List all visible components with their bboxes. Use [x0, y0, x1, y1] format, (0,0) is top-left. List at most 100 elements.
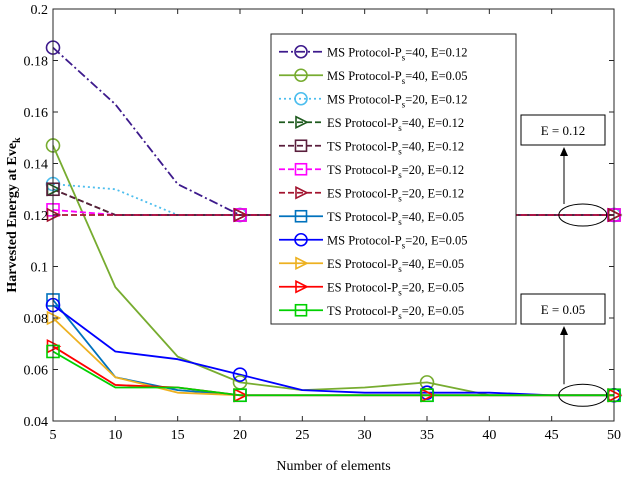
legend-entry-10-marker	[295, 256, 309, 271]
legend-entry-4-marker	[295, 115, 309, 130]
legend-entry-2-name: MS Protocol-P	[327, 69, 402, 83]
annotation-2-arrow-head	[560, 326, 568, 335]
x-tick-label-45: 45	[545, 428, 559, 443]
x-tick-label-25: 25	[295, 428, 309, 443]
legend-entry-2-marker	[294, 68, 308, 83]
series-12-marker-x20	[233, 388, 247, 403]
y-tick-label-5: 0.14	[24, 158, 49, 173]
y-tick-label-0: 0.04	[24, 415, 49, 430]
legend-entry-7-marker	[295, 185, 309, 200]
legend-entry-7-label: ES Protocol-Ps=20, E=0.12	[327, 186, 464, 203]
legend-entry-12-marker	[294, 303, 308, 317]
legend-entry-11-name: ES Protocol-P	[327, 280, 398, 294]
legend-box	[270, 33, 517, 325]
legend-entry-11-marker	[295, 279, 309, 294]
legend-entry-9-subscript: s	[402, 240, 406, 250]
x-axis-title: Number of elements	[276, 459, 390, 474]
y-tick-label-4: 0.12	[24, 209, 49, 224]
legend-entry-3-name: MS Protocol-P	[327, 92, 402, 106]
legend-entry-8-name: TS Protocol-P	[327, 210, 398, 224]
legend-entry-12-name: TS Protocol-P	[327, 304, 398, 318]
legend-entry-7-suffix: =20, E=0.12	[402, 186, 464, 200]
legend-entry-1-name: MS Protocol-P	[327, 45, 402, 59]
legend-entry-11-label: ES Protocol-Ps=20, E=0.05	[327, 280, 464, 297]
legend-entry-4-name: ES Protocol-P	[327, 116, 398, 130]
legend-entry-5-label: TS Protocol-Ps=40, E=0.12	[327, 139, 464, 156]
legend-entry-3-subscript: s	[402, 99, 406, 109]
legend-entry-3-marker	[294, 91, 308, 106]
x-tick-label-40: 40	[482, 428, 496, 443]
annotation-2-label: E = 0.05	[541, 302, 586, 317]
legend-entry-1-subscript: s	[402, 52, 406, 62]
legend-entry-2-suffix: =40, E=0.05	[405, 69, 467, 83]
legend-entry-10-name: ES Protocol-P	[327, 257, 398, 271]
series-line-12	[52, 350, 614, 397]
legend-entry-6-marker	[294, 162, 308, 176]
series-line-9	[52, 304, 614, 397]
x-tick-label-10: 10	[108, 428, 122, 443]
legend-entry-7-name: ES Protocol-P	[327, 186, 398, 200]
legend-entry-1-marker	[294, 44, 308, 59]
series-line-5	[52, 188, 614, 216]
legend-entry-6-label: TS Protocol-Ps=20, E=0.12	[327, 163, 464, 180]
legend-entry-9-suffix: =20, E=0.05	[405, 233, 467, 247]
x-tick-label-35: 35	[420, 428, 434, 443]
series-7-marker-x20	[233, 207, 249, 223]
x-tick-label-30: 30	[358, 428, 372, 443]
y-tick-label-7: 0.18	[24, 55, 49, 70]
legend-entry-8-suffix: =40, E=0.05	[402, 210, 464, 224]
legend-entry-8-marker	[294, 209, 308, 223]
legend-entry-11-subscript: s	[398, 287, 402, 297]
legend-entry-5-marker	[294, 139, 308, 153]
legend-entry-2-label: MS Protocol-Ps=40, E=0.05	[327, 69, 468, 86]
legend-entry-12-suffix: =20, E=0.05	[402, 304, 464, 318]
legend-entry-4-subscript: s	[398, 123, 402, 133]
legend-entry-11-suffix: =20, E=0.05	[402, 280, 464, 294]
legend-entry-4-suffix: =40, E=0.12	[402, 116, 464, 130]
x-tick-label-5: 5	[50, 428, 57, 443]
legend-entry-10-suffix: =40, E=0.05	[402, 257, 464, 271]
y-axis-title-subscript: k	[12, 137, 23, 143]
annotation-2-ellipse	[558, 383, 608, 407]
series-9-marker-x20	[232, 367, 248, 382]
legend-entry-12-subscript: s	[398, 311, 402, 321]
legend-entry-6-subscript: s	[398, 170, 402, 180]
legend-entry-5-name: TS Protocol-P	[327, 139, 398, 153]
annotations: E = 0.12 E = 0.05	[520, 114, 608, 407]
legend-entry-9-name: MS Protocol-P	[327, 233, 402, 247]
legend-entry-2-subscript: s	[402, 76, 406, 86]
legend-entry-9-label: MS Protocol-Ps=20, E=0.05	[327, 233, 468, 250]
annotation-1-box	[520, 114, 606, 146]
legend-entry-7-subscript: s	[398, 193, 402, 203]
legend-entry-10-label: ES Protocol-Ps=40, E=0.05	[327, 257, 464, 274]
legend-entry-8-subscript: s	[398, 217, 402, 227]
legend-entry-4-label: ES Protocol-Ps=40, E=0.12	[327, 116, 464, 133]
legend-entry-3-suffix: =20, E=0.12	[405, 92, 467, 106]
legend-entry-8-label: TS Protocol-Ps=40, E=0.05	[327, 210, 464, 227]
legend-entry-1-suffix: =40, E=0.12	[405, 45, 467, 59]
y-axis-title: Harvested Energy at Evek	[5, 137, 23, 293]
annotation-1-label: E = 0.12	[541, 123, 586, 138]
x-tick-label-50: 50	[607, 428, 621, 443]
y-tick-label-2: 0.08	[24, 312, 49, 327]
legend-entry-6-suffix: =20, E=0.12	[402, 163, 464, 177]
legend-entry-10-subscript: s	[398, 264, 402, 274]
legend-entry-3-label: MS Protocol-Ps=20, E=0.12	[327, 92, 468, 109]
annotation-2-box	[520, 293, 606, 325]
axes: 5 10 15 20 25 30 35 40 45 50 0.04 0.06 0.08 0.1 0.12 0.…	[5, 3, 621, 474]
series-12-marker-x35	[420, 388, 434, 403]
y-tick-label-1: 0.06	[24, 364, 49, 379]
legend-entry-5-suffix: =40, E=0.12	[402, 139, 464, 153]
x-tick-label-15: 15	[171, 428, 185, 443]
legend-entry-6-name: TS Protocol-P	[327, 163, 398, 177]
legend-entry-5-subscript: s	[398, 146, 402, 156]
legend-entry-9-marker	[294, 232, 308, 247]
y-tick-label-8: 0.2	[31, 3, 49, 18]
annotation-1-arrow-head	[560, 147, 568, 156]
x-tick-label-20: 20	[233, 428, 247, 443]
y-tick-label-3: 0.1	[31, 261, 49, 276]
annotation-1-ellipse	[558, 203, 608, 227]
